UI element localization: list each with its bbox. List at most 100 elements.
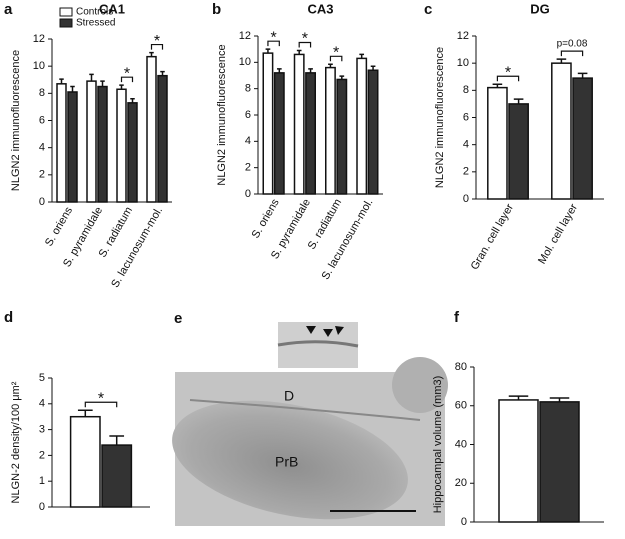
bar: [101, 444, 133, 508]
y-axis-label: NLGN-2 density/100 μm²: [10, 381, 22, 503]
error-bar: [513, 98, 524, 104]
significance-bracket: [267, 40, 280, 47]
legend-label: Stressed: [76, 18, 115, 29]
legend-label: Controls: [76, 7, 113, 18]
y-tick-label: 0: [461, 516, 467, 528]
y-tick-label: 20: [455, 477, 467, 489]
significance-bracket: [84, 401, 118, 408]
bar: [69, 415, 101, 508]
error-bar: [89, 73, 94, 82]
chart-title: DG: [530, 1, 550, 16]
error-bar: [149, 51, 154, 57]
y-tick-label: 2: [39, 449, 45, 461]
significance-label: *: [302, 31, 308, 48]
micrograph: e D PrB: [172, 310, 448, 526]
y-tick-label: 2: [39, 169, 45, 181]
y-tick-label: 0: [245, 188, 251, 200]
y-tick-label: 6: [39, 114, 45, 126]
bar: [305, 72, 316, 195]
y-tick-label: 4: [463, 139, 469, 151]
y-tick-label: 3: [39, 424, 45, 436]
y-tick-label: 12: [33, 33, 45, 45]
y-tick-label: 5: [39, 372, 45, 384]
chart-title: CA1: [99, 1, 125, 16]
membrane: [277, 340, 359, 348]
bar: [262, 52, 274, 195]
bar: [487, 86, 508, 200]
bar: [56, 83, 67, 203]
arrowhead: [323, 329, 333, 337]
panel-letter: d: [4, 309, 13, 326]
y-tick-label: 8: [39, 87, 45, 99]
error-bar: [508, 395, 529, 400]
y-tick-label: 12: [457, 30, 469, 42]
bar: [273, 72, 285, 195]
panel-letter: a: [4, 1, 13, 18]
y-tick-label: 80: [455, 361, 467, 373]
y-tick-label: 2: [245, 162, 251, 174]
y-tick-label: 0: [39, 501, 45, 513]
y-tick-label: 0: [39, 196, 45, 208]
significance-bracket: [150, 43, 164, 50]
significance-label: *: [505, 64, 511, 81]
legend-swatch: [59, 7, 73, 17]
x-tick-label: Gran. cell layer: [469, 202, 517, 272]
significance-label: *: [154, 33, 160, 50]
bar: [551, 62, 572, 200]
bar: [539, 401, 580, 523]
y-tick-label: 12: [239, 30, 251, 42]
error-bar: [492, 83, 503, 88]
y-tick-label: 8: [245, 83, 251, 95]
bar: [146, 55, 157, 203]
panel-letter: e: [174, 310, 182, 327]
y-axis-label: Hippocampal volume (mm3): [432, 376, 444, 514]
y-tick-label: 4: [245, 135, 251, 147]
bar-chart: f Hippocampal volume (mm3) 0 20 40 60 80: [432, 309, 604, 528]
x-tick-label: Mol. cell layer: [536, 202, 580, 267]
significance-bracket: [560, 50, 584, 57]
error-bar: [549, 397, 570, 402]
bar: [127, 102, 138, 203]
y-tick-label: 4: [39, 398, 45, 410]
y-tick-label: 10: [33, 60, 45, 72]
y-axis-label: NLGN2 immunofluorescence: [10, 50, 22, 191]
bar: [157, 74, 168, 203]
significance-bracket: [496, 75, 520, 82]
significance-label: *: [333, 45, 339, 62]
presynaptic-bouton: [172, 400, 408, 520]
error-bar: [359, 53, 365, 59]
error-bar: [308, 68, 313, 73]
y-tick-label: 10: [239, 56, 251, 68]
bar: [572, 77, 593, 200]
error-bar: [59, 78, 64, 84]
y-tick-label: 6: [245, 109, 251, 121]
y-axis-label: NLGN2 immunofluorescence: [216, 44, 228, 185]
bar: [67, 91, 78, 203]
error-bar: [119, 84, 124, 90]
bar: [508, 103, 529, 200]
bar-chart: b CA3 NLGN2 immunofluorescence 0 2 4 6 8 10 12 S. …: [212, 1, 383, 282]
bar: [498, 399, 539, 523]
error-bar: [276, 68, 282, 73]
arrowhead: [306, 326, 316, 334]
bar: [356, 57, 368, 195]
y-tick-label: 4: [39, 142, 45, 154]
y-tick-label: 8: [463, 84, 469, 96]
x-tick-label: S. oriens: [250, 197, 282, 241]
bar-chart: d NLGN-2 density/100 μm² 0 1 2 3 4 5 *: [4, 309, 150, 513]
bar-chart: c DG NLGN2 immunofluorescence 0 2 4 6 8 10 12 Gran…: [424, 1, 604, 272]
bar: [86, 80, 97, 203]
significance-label: *: [124, 65, 130, 82]
y-axis-label: NLGN2 immunofluorescence: [434, 47, 446, 188]
arrowhead: [335, 326, 344, 335]
y-tick-label: 40: [455, 438, 467, 450]
significance-label: *: [98, 390, 104, 407]
error-bar: [296, 49, 302, 55]
error-bar: [328, 63, 333, 68]
error-bar: [339, 75, 345, 80]
error-bar: [556, 58, 567, 64]
error-bar: [370, 65, 376, 71]
y-tick-label: 10: [457, 57, 469, 69]
region-label: PrB: [275, 454, 298, 470]
